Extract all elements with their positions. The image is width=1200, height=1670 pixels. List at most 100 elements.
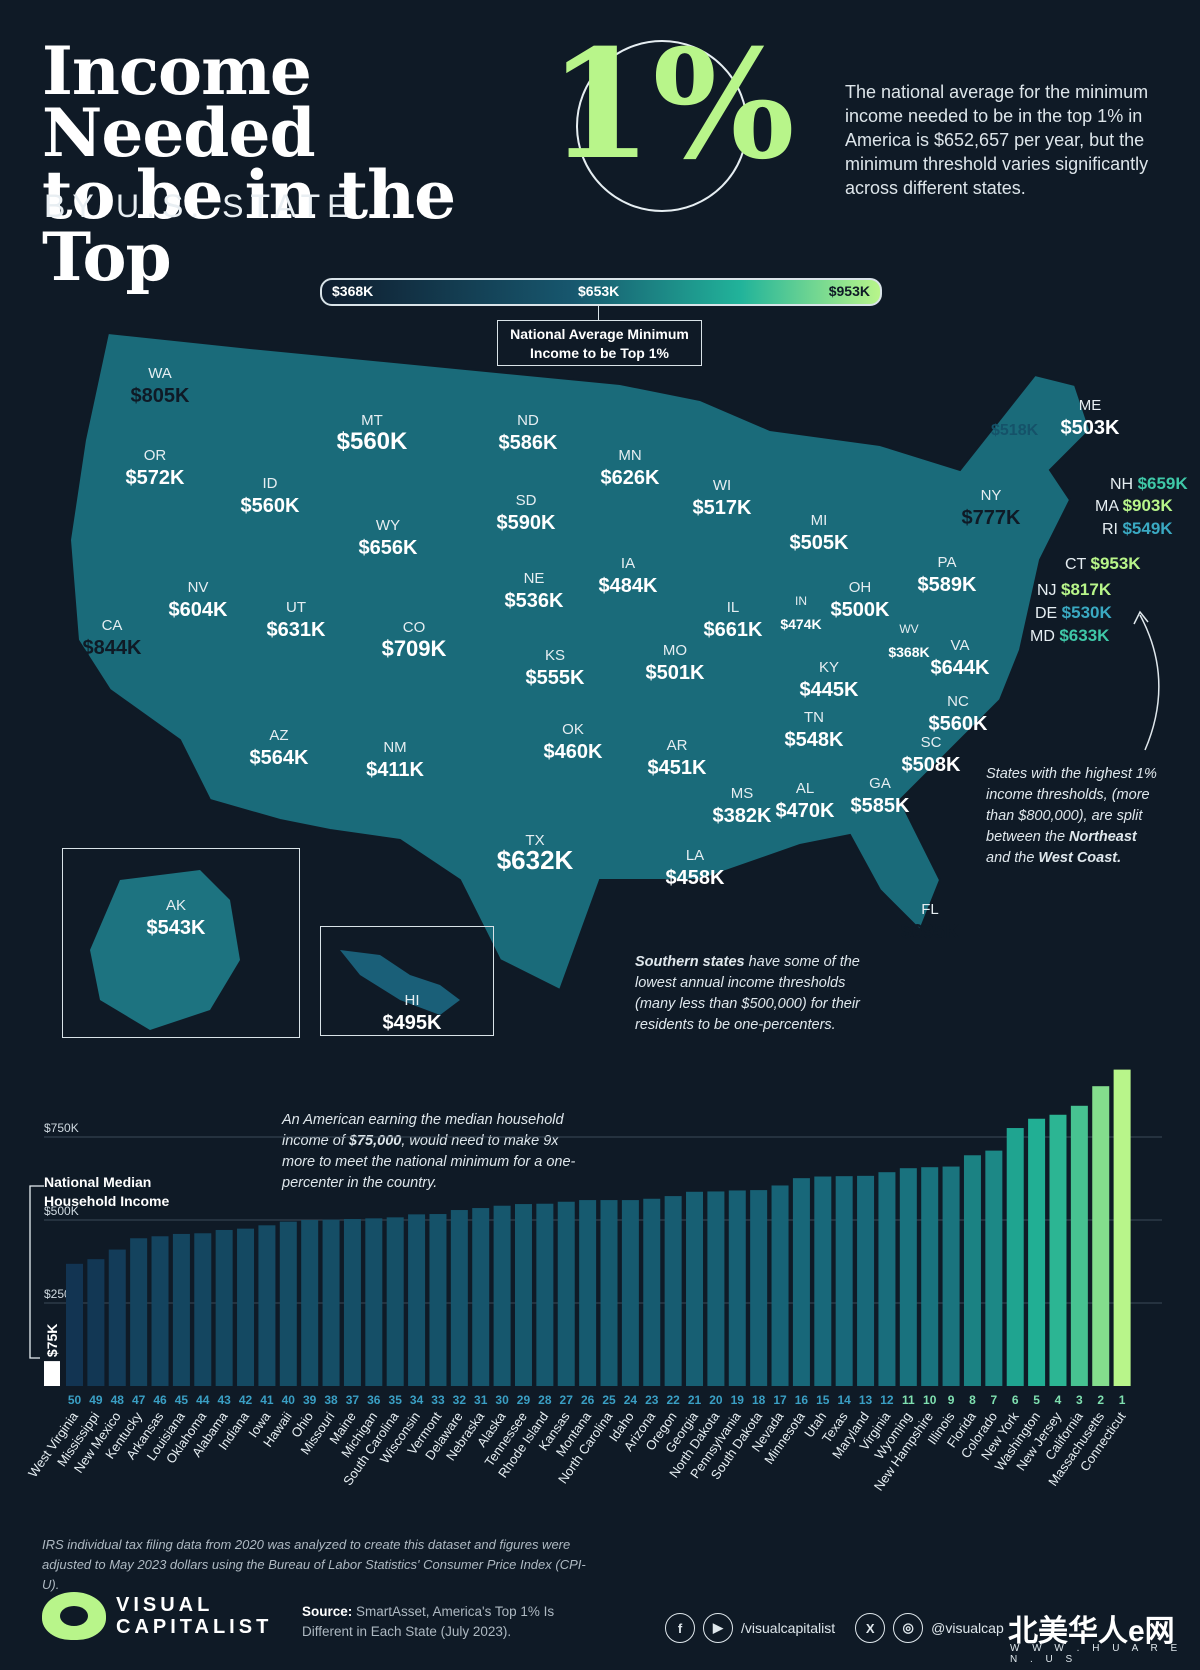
rank-label: 44 [196, 1393, 210, 1407]
y-tick-label: $500K [44, 1204, 79, 1218]
state-value-ar: $451K [648, 757, 707, 779]
visual-capitalist-logo[interactable]: VISUAL CAPITALIST [42, 1592, 272, 1640]
state-value-hi: $495K [383, 1012, 442, 1034]
state-abbr-wa: WA [148, 365, 172, 382]
rank-label: 15 [816, 1393, 830, 1407]
state-abbr-mt: MT [361, 412, 383, 429]
bar-oklahoma [194, 1233, 212, 1386]
bar-rhode-island [536, 1203, 554, 1386]
state-value-ok: $460K [544, 741, 603, 763]
state-abbr-ak: AK [166, 897, 186, 914]
state-abbr-sc: SC [921, 734, 942, 751]
state-labels: WA$805KOR$572KCA$844KID$560KNV$604KMT$56… [83, 365, 1120, 1034]
state-value-ne: $536K [505, 590, 564, 612]
bar-mississippi [87, 1259, 105, 1386]
hawaii-inset-frame [320, 926, 494, 1036]
highest-note-bold-2: West Coast. [1038, 850, 1122, 866]
rank-label: 42 [239, 1393, 253, 1407]
bar-kentucky [130, 1238, 148, 1386]
rank-label: 19 [731, 1393, 745, 1407]
rank-label: 13 [859, 1393, 873, 1407]
rank-label: 14 [838, 1393, 852, 1407]
rank-label: 29 [517, 1393, 531, 1407]
state-value-ga: $585K [851, 795, 910, 817]
facebook-icon[interactable]: f [665, 1613, 695, 1643]
state-abbr-la: LA [686, 847, 704, 864]
rank-label: 43 [217, 1393, 231, 1407]
bar-texas [835, 1176, 853, 1386]
bar-pennsylvania [728, 1190, 746, 1386]
instagram-icon[interactable]: ◎ [893, 1613, 924, 1643]
logo-line-2: CAPITALIST [116, 1616, 273, 1638]
bar-nebraska [472, 1208, 490, 1386]
bar-massachusetts [1092, 1086, 1110, 1386]
highest-note: States with the highest 1% income thresh… [986, 764, 1161, 869]
bar-west-virginia [66, 1263, 83, 1386]
source-note: Source: SmartAsset, America's Top 1% Is … [302, 1602, 562, 1642]
state-abbr-ga: GA [869, 775, 891, 792]
state-value-tn: $548K [785, 729, 844, 751]
rank-label: 23 [645, 1393, 659, 1407]
rank-label: 24 [624, 1393, 638, 1407]
rank-label: 5 [1033, 1393, 1040, 1407]
state-abbr-or: OR [144, 447, 167, 464]
rank-label: 50 [68, 1393, 82, 1407]
social-handle-1[interactable]: /visualcapitalist [741, 1620, 836, 1636]
east-label-nj: NJ $817K [1037, 580, 1112, 599]
state-abbr-co: CO [403, 619, 426, 636]
source-label: Source: [302, 1604, 353, 1619]
bar-montana [579, 1200, 597, 1386]
state-value-nm: $411K [366, 759, 424, 781]
rank-label: 41 [260, 1393, 274, 1407]
bar-south-carolina [386, 1217, 404, 1386]
state-abbr-ne: NE [524, 570, 545, 587]
rank-label: 36 [367, 1393, 381, 1407]
state-abbr-hi: HI [405, 992, 420, 1009]
youtube-icon[interactable]: ▶ [703, 1613, 733, 1643]
state-value-wv: $368K [888, 644, 929, 660]
bar-oregon [664, 1196, 682, 1386]
southern-note-text: have some of the lowest annual income th… [635, 954, 860, 1033]
social-links: f ▶ /visualcapitalist X ◎ @visualcap [665, 1613, 1004, 1643]
rank-label: 9 [948, 1393, 955, 1407]
rank-label: 16 [795, 1393, 809, 1407]
bar-illinois [942, 1166, 960, 1386]
rank-label: 46 [153, 1393, 167, 1407]
social-handle-2[interactable]: @visualcap [931, 1620, 1004, 1636]
bar-virginia [878, 1172, 896, 1386]
median-income-bar [44, 1361, 60, 1386]
bar-colorado [985, 1150, 1003, 1386]
rank-label: 10 [923, 1393, 937, 1407]
rank-label: 20 [709, 1393, 723, 1407]
state-value-ny: $777K [962, 507, 1021, 529]
title-line-2: to be in the Top [42, 156, 456, 296]
rank-label: 47 [132, 1393, 146, 1407]
state-abbr-fl: FL [921, 901, 939, 918]
state-value-az: $564K [250, 747, 309, 769]
state-value-oh: $500K [831, 599, 890, 621]
bar-new-jersey [1049, 1114, 1067, 1386]
state-abbr-wy: WY [376, 517, 400, 534]
rank-label: 38 [324, 1393, 338, 1407]
bar-south-dakota [750, 1190, 768, 1386]
median-note: An American earning the median household… [276, 1108, 588, 1196]
state-abbr-nc: NC [947, 693, 969, 710]
rank-label: 33 [431, 1393, 445, 1407]
state-value-mo: $501K [646, 662, 705, 684]
median-bracket [29, 1185, 44, 1359]
east-label-ri: RI $549K [1102, 519, 1173, 538]
state-value-co: $709K [382, 636, 447, 661]
y-tick-label: $750K [44, 1121, 79, 1135]
state-value-ca: $844K [83, 637, 142, 659]
bar-arizona [643, 1198, 661, 1386]
state-value-la: $458K [666, 867, 725, 889]
highest-note-arrow [1133, 610, 1160, 751]
state-abbr-id: ID [263, 475, 278, 492]
x-icon[interactable]: X [855, 1613, 886, 1643]
median-label: National Median Household Income [44, 1174, 170, 1209]
bar-alabama [215, 1229, 233, 1386]
bar-maine [343, 1219, 361, 1386]
rank-label: 2 [1097, 1393, 1104, 1407]
bar-kansas [557, 1201, 575, 1386]
bar-missouri [322, 1219, 340, 1386]
